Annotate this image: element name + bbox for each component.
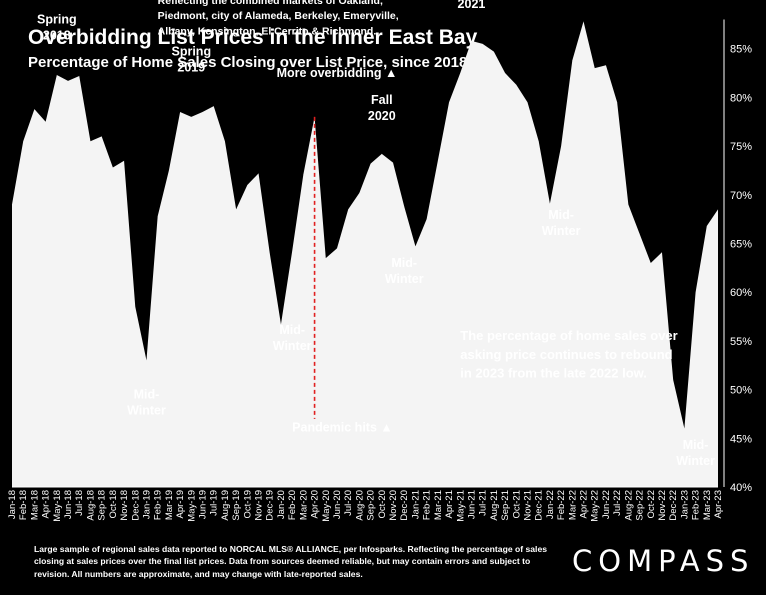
x-tick-label: Dec-18 (130, 490, 141, 521)
x-tick-label: Jun-18 (63, 490, 74, 519)
x-tick-label: Jul-20 (343, 490, 354, 516)
y-tick-label: 85% (730, 44, 752, 56)
x-tick-label: May-20 (321, 490, 332, 522)
x-tick-label: Aug-19 (220, 490, 231, 521)
footnote: Large sample of regional sales data repo… (34, 544, 547, 579)
x-tick-label: Jul-18 (74, 490, 85, 516)
page-subtitle: Percentage of Home Sales Closing over Li… (28, 54, 468, 71)
chart-note: Pandemic hits ▲ (292, 420, 393, 434)
x-tick-label: Jan-19 (141, 490, 152, 519)
chart-note: More overbidding ▲ (277, 66, 398, 80)
y-tick-label: 80% (730, 92, 752, 104)
x-tick-label: Apr-19 (175, 490, 186, 519)
x-tick-label: Feb-21 (422, 490, 433, 520)
chart-note: Reflecting the combined markets of Oakla… (158, 0, 399, 37)
x-tick-label: Nov-19 (254, 490, 265, 521)
x-tick-label: Oct-22 (646, 490, 657, 519)
annotation-label: Mid-Winter (385, 256, 424, 286)
x-tick-label: Aug-22 (623, 490, 634, 521)
x-tick-label: Nov-21 (522, 490, 533, 521)
x-tick-label: Jun-19 (198, 490, 209, 519)
annotation-label: Mid-Winter (273, 323, 312, 353)
x-tick-label: Nov-18 (119, 490, 130, 521)
x-tick-label: May-18 (52, 490, 63, 522)
x-tick-label: Oct-19 (242, 490, 253, 519)
x-tick-label: Jan-22 (545, 490, 556, 519)
x-tick-label: Dec-20 (399, 490, 410, 521)
x-tick-label: Dec-22 (668, 490, 679, 521)
y-tick-label: 40% (730, 482, 752, 494)
x-tick-label: Jun-20 (332, 490, 343, 519)
x-tick-label: May-19 (186, 490, 197, 522)
x-tick-label: Oct-21 (511, 490, 522, 519)
x-tick-label: Feb-20 (287, 490, 298, 520)
x-tick-label: Jul-19 (209, 490, 220, 516)
x-tick-label: Aug-21 (489, 490, 500, 521)
x-tick-label: Feb-23 (691, 490, 702, 520)
page-title: Overbidding List Prices in the Inner Eas… (28, 26, 478, 49)
x-tick-label: Apr-23 (713, 490, 724, 519)
x-tick-label: Sep-18 (97, 490, 108, 521)
y-tick-label: 70% (730, 190, 752, 202)
x-tick-label: Sep-20 (366, 490, 377, 521)
x-tick-label: Nov-20 (388, 490, 399, 521)
x-tick-label: Sep-22 (635, 490, 646, 521)
x-tick-label: Apr-22 (579, 490, 590, 519)
x-tick-label: Feb-18 (18, 490, 29, 520)
annotation-label: Spring 2018 (37, 12, 77, 42)
compass-logo: COMPASS (572, 544, 755, 578)
annotation-label: Mid-Winter (542, 208, 581, 238)
annotation-label: Spring2021 (452, 0, 492, 11)
x-tick-label: Apr-18 (41, 490, 52, 519)
x-tick-label: May-21 (455, 490, 466, 522)
area-series (12, 21, 718, 488)
x-tick-label: Mar-21 (433, 490, 444, 520)
x-tick-label: Jan-20 (276, 490, 287, 519)
x-tick-label: Jan-21 (410, 490, 421, 519)
x-tick-label: May-22 (590, 490, 601, 522)
x-tick-label: Aug-18 (85, 490, 96, 521)
x-tick-label: Jun-22 (601, 490, 612, 519)
y-tick-label: 50% (730, 385, 752, 397)
y-tick-label: 75% (730, 141, 752, 153)
x-tick-label: Feb-19 (153, 490, 164, 520)
x-tick-label: Feb-22 (556, 490, 567, 520)
x-tick-label: Nov-22 (657, 490, 668, 521)
x-tick-label: Dec-19 (265, 490, 276, 521)
annotation-label: Mid-Winter (127, 387, 166, 417)
x-tick-label: Mar-19 (164, 490, 175, 520)
x-tick-label: Oct-20 (377, 490, 388, 519)
x-tick-label: Apr-20 (310, 490, 321, 519)
x-tick-label: Aug-20 (354, 490, 365, 521)
annotation-label: Fall 2020 (368, 93, 396, 123)
x-tick-label: Sep-19 (231, 490, 242, 521)
chart-note: The percentage of home sales over asking … (460, 328, 677, 381)
x-tick-label: Jan-18 (7, 490, 18, 519)
x-tick-label: Jul-21 (478, 490, 489, 516)
x-tick-label: Sep-21 (500, 490, 511, 521)
x-tick-label: Jan-23 (679, 490, 690, 519)
annotation-label: Spring 2019 (172, 45, 212, 75)
x-tick-label: Mar-23 (702, 490, 713, 520)
y-tick-label: 65% (730, 239, 752, 251)
x-tick-label: Mar-18 (29, 490, 40, 520)
y-tick-label: 45% (730, 433, 752, 445)
annotation-label: Mid-Winter (676, 438, 715, 468)
x-tick-label: Mar-22 (567, 490, 578, 520)
x-tick-label: Oct-18 (108, 490, 119, 519)
x-tick-label: Mar-20 (298, 490, 309, 520)
x-tick-label: Apr-21 (444, 490, 455, 519)
x-tick-label: Jul-22 (612, 490, 623, 516)
x-tick-label: Dec-21 (534, 490, 545, 521)
y-tick-label: 60% (730, 287, 752, 299)
area-chart: 40%45%50%55%60%65%70%75%80%85% Jan-18 Feb… (7, 0, 752, 522)
x-tick-label: Jun-21 (466, 490, 477, 519)
y-tick-label: 55% (730, 336, 752, 348)
